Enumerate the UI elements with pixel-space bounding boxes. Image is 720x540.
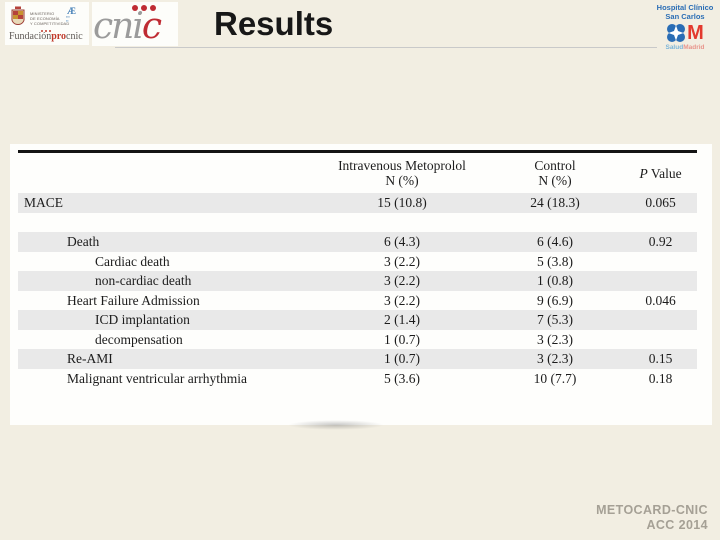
ministry-line: Y COMPETITIVIDAD xyxy=(30,21,70,26)
p-value: 0.18 xyxy=(648,370,673,386)
row-label: Cardiac death xyxy=(95,253,170,269)
cnic-logo: cnic xyxy=(92,2,178,46)
control-value: 24 (18.3) xyxy=(530,195,580,210)
salud-madrid-label: SaludMadrid xyxy=(653,44,717,51)
fundacion-suffix: cnic xyxy=(66,31,83,42)
aei-logo-icon: Æ xyxy=(67,6,76,16)
slide-footer: METOCARD-CNIC ACC 2014 xyxy=(596,503,708,533)
panel-bottom-shadow xyxy=(288,420,384,430)
control-value: 5 (3.8) xyxy=(537,253,573,269)
spain-coat-of-arms-icon xyxy=(11,6,25,26)
cnic-red-letter: c xyxy=(141,6,162,47)
iv-metoprolol-value: 15 (10.8) xyxy=(377,195,427,210)
iv-metoprolol-value: 1 (0.7) xyxy=(384,331,420,347)
table-row: Cardiac death 3 (2.2) 5 (3.8) xyxy=(18,252,697,272)
cnic-gray-letters: cni xyxy=(93,6,144,47)
fundacion-procnic-logo: MINISTERIO DE ECONOMÍA Y COMPETITIVIDAD … xyxy=(5,2,89,45)
row-label: Heart Failure Admission xyxy=(67,292,200,308)
iv-metoprolol-value: 5 (3.6) xyxy=(384,370,420,386)
fundacion-dots-icon xyxy=(41,30,51,32)
p-value xyxy=(624,310,697,330)
iv-metoprolol-value: 3 (2.2) xyxy=(384,253,420,269)
aei-logo-subtext: ▪▪▪ ▪▪ xyxy=(66,15,70,23)
header-control-line2: N (%) xyxy=(538,173,572,188)
results-table-panel: Intravenous Metoprolol N (%) Control N (… xyxy=(10,144,712,430)
row-label: MACE xyxy=(24,195,64,210)
ministry-text: MINISTERIO DE ECONOMÍA Y COMPETITIVIDAD xyxy=(30,11,69,26)
p-rest: Value xyxy=(647,165,682,181)
cnic-dots-icon xyxy=(132,5,156,11)
fundacion-name: Fundaciónprocnic xyxy=(9,31,83,42)
salud-madrid-flower-icon xyxy=(667,24,686,42)
control-value: 1 (0.8) xyxy=(537,273,573,288)
header-p-value-text: P Value xyxy=(639,166,681,181)
row-label: Death xyxy=(67,234,100,249)
table-row: decompensation 1 (0.7) 3 (2.3) xyxy=(18,330,697,350)
header-control-line1: Control xyxy=(534,158,576,173)
table-row: non-cardiac death 3 (2.2) 1 (0.8) xyxy=(18,271,697,291)
iv-metoprolol-value: 3 (2.2) xyxy=(384,292,420,308)
p-value xyxy=(624,213,697,233)
hospital-name-line1: Hospital Clínico xyxy=(656,3,714,12)
footer-conference: ACC 2014 xyxy=(646,518,708,532)
table-row: Heart Failure Admission 3 (2.2) 9 (6.9) … xyxy=(18,291,697,311)
madrid-m-letter: M xyxy=(687,22,704,44)
table-row: Death 6 (4.3) 6 (4.6) 0.92 xyxy=(18,232,697,252)
iv-metoprolol-value: 1 (0.7) xyxy=(384,351,420,366)
footer-study-name: METOCARD-CNIC xyxy=(596,503,708,517)
header-control: Control N (%) xyxy=(486,153,624,193)
hospital-emblem: M xyxy=(653,23,717,43)
control-value: 9 (6.9) xyxy=(537,292,573,308)
table-header-row: Intravenous Metoprolol N (%) Control N (… xyxy=(18,153,697,193)
table-row: Malignant ventricular arrhythmia 5 (3.6)… xyxy=(18,369,697,389)
iv-metoprolol-value xyxy=(318,213,486,233)
header-divider xyxy=(115,47,657,48)
control-value xyxy=(486,213,624,233)
iv-metoprolol-value: 2 (1.4) xyxy=(384,312,420,327)
p-value: 0.92 xyxy=(648,234,673,249)
hospital-name-line2: San Carlos xyxy=(665,11,705,21)
madrid-text: Madrid xyxy=(683,44,705,51)
header-empty-cell xyxy=(18,153,318,193)
row-label: ICD implantation xyxy=(95,312,190,327)
p-value: 0.046 xyxy=(645,292,676,308)
iv-metoprolol-value: 3 (2.2) xyxy=(384,273,420,288)
row-label: non-cardiac death xyxy=(95,273,192,288)
header-iv-metoprolol: Intravenous Metoprolol N (%) xyxy=(318,153,486,193)
p-value xyxy=(624,271,697,291)
control-value: 7 (5.3) xyxy=(537,312,573,327)
table-row: MACE 15 (10.8) 24 (18.3) 0.065 xyxy=(18,193,697,213)
p-italic: P xyxy=(639,165,648,181)
p-value: 0.15 xyxy=(648,351,673,366)
salud-text: Salud xyxy=(665,44,684,51)
control-value: 3 (2.3) xyxy=(537,351,573,366)
hospital-san-carlos-logo: Hospital Clínico San Carlos M SaludMadri… xyxy=(653,3,717,51)
header-iv-line2: N (%) xyxy=(385,173,419,188)
control-value: 6 (4.6) xyxy=(537,234,573,249)
results-table: Intravenous Metoprolol N (%) Control N (… xyxy=(18,150,697,388)
header-p-value: P Value xyxy=(624,153,697,193)
row-label: Re-AMI xyxy=(67,351,113,366)
row-label: decompensation xyxy=(95,331,183,347)
cnic-wordmark: cnic xyxy=(93,6,162,47)
row-label: Malignant ventricular arrhythmia xyxy=(67,370,247,386)
table-row: Re-AMI 1 (0.7) 3 (2.3) 0.15 xyxy=(18,349,697,369)
ministry-line: DE ECONOMÍA xyxy=(30,16,60,21)
table-row: ICD implantation 2 (1.4) 7 (5.3) xyxy=(18,310,697,330)
control-value: 3 (2.3) xyxy=(537,331,573,347)
table-row xyxy=(18,213,697,233)
slide-title: Results xyxy=(214,5,334,42)
table-top-rule xyxy=(18,150,697,153)
fundacion-prefix: Fundación xyxy=(9,31,52,42)
p-value xyxy=(624,330,697,350)
header-iv-line1: Intravenous Metoprolol xyxy=(338,158,466,173)
fundacion-accent: pro xyxy=(51,31,67,42)
control-value: 10 (7.7) xyxy=(533,370,577,386)
row-label xyxy=(18,213,318,233)
p-value: 0.065 xyxy=(645,195,676,210)
p-value xyxy=(624,252,697,272)
iv-metoprolol-value: 6 (4.3) xyxy=(384,234,420,249)
ministry-line: MINISTERIO xyxy=(30,11,55,16)
